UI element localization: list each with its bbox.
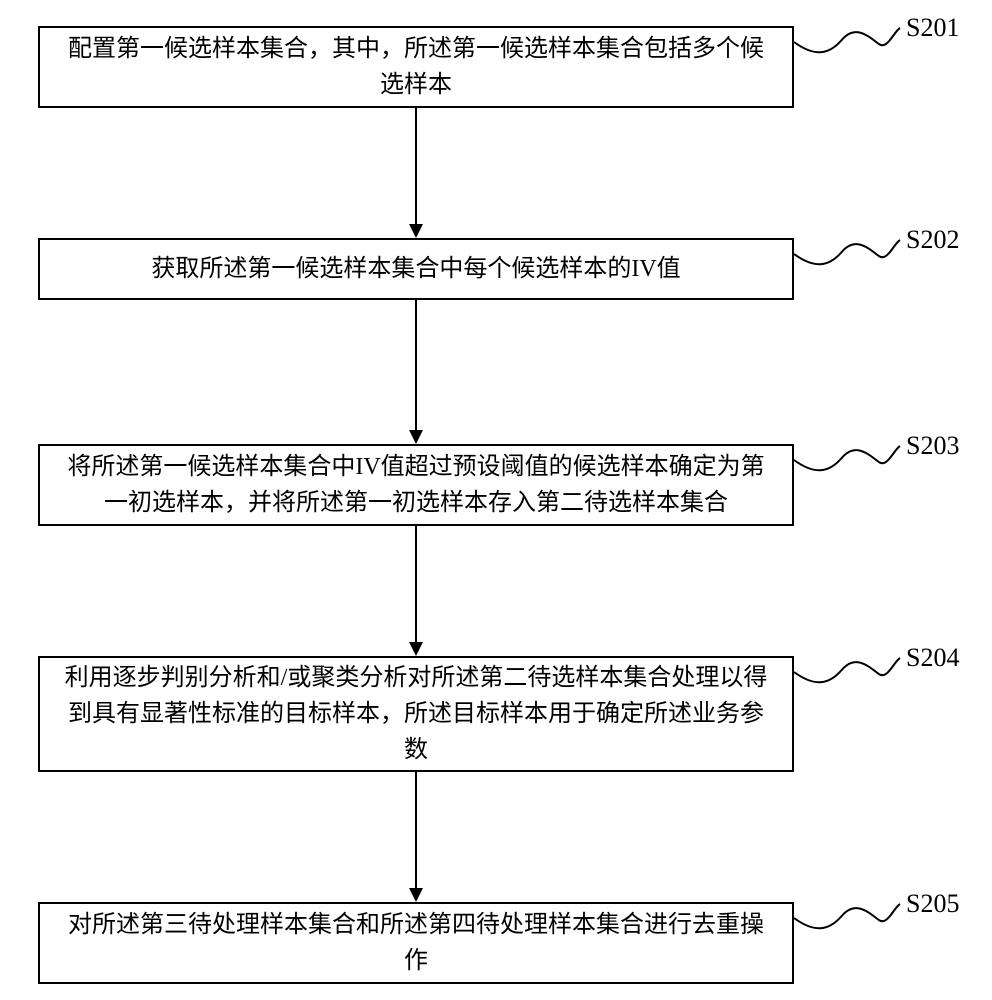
step-text: 对所述第三待处理样本集合和所述第四待处理样本集合进行去重操作 [60,907,772,979]
squiggle-connector [792,8,902,62]
step-text: 获取所述第一候选样本集合中每个候选样本的IV值 [151,251,680,287]
squiggle-connector [792,638,902,692]
flowchart-arrow [406,108,426,238]
squiggle-connector [792,426,902,480]
flowchart-step-s203: 将所述第一候选样本集合中IV值超过预设阈值的候选样本确定为第一初选样本，并将所述… [38,444,794,526]
step-label-s202: S202 [906,225,959,255]
flowchart-arrow [406,772,426,902]
flowchart-arrow [406,526,426,656]
step-label-s203: S203 [906,431,959,461]
flowchart-arrow [406,300,426,444]
flowchart-step-s202: 获取所述第一候选样本集合中每个候选样本的IV值 [38,238,794,300]
flowchart-step-s205: 对所述第三待处理样本集合和所述第四待处理样本集合进行去重操作 [38,902,794,984]
step-label-s204: S204 [906,643,959,673]
flowchart-step-s201: 配置第一候选样本集合，其中，所述第一候选样本集合包括多个候选样本 [38,26,794,108]
squiggle-connector [792,884,902,938]
squiggle-connector [792,220,902,274]
step-text: 配置第一候选样本集合，其中，所述第一候选样本集合包括多个候选样本 [60,31,772,103]
step-text: 将所述第一候选样本集合中IV值超过预设阈值的候选样本确定为第一初选样本，并将所述… [60,449,772,521]
step-text: 利用逐步判别分析和/或聚类分析对所述第二待选样本集合处理以得到具有显著性标准的目… [60,660,772,768]
step-label-s201: S201 [906,13,959,43]
flowchart-step-s204: 利用逐步判别分析和/或聚类分析对所述第二待选样本集合处理以得到具有显著性标准的目… [38,656,794,772]
step-label-s205: S205 [906,889,959,919]
